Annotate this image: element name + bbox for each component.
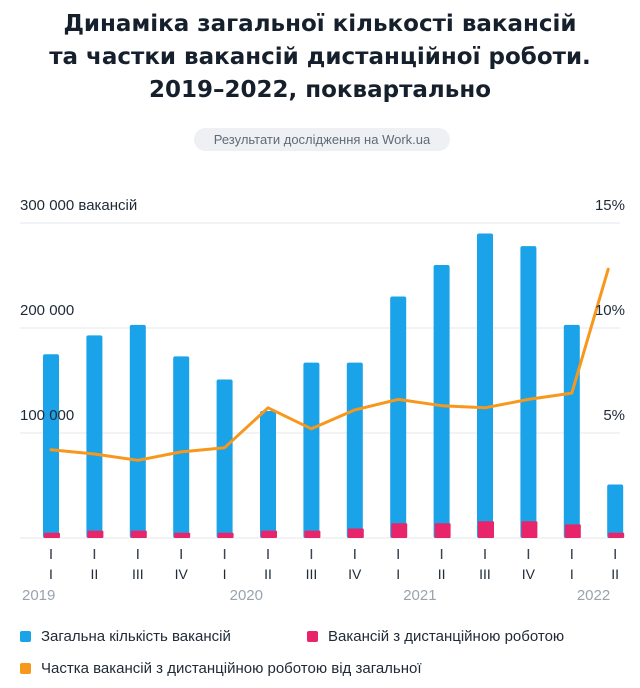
- year-label: 2022: [577, 587, 610, 604]
- bar-remote: [521, 521, 538, 538]
- bar-remote: [174, 532, 191, 538]
- x-tick-label: I: [396, 566, 400, 582]
- bar-total: [433, 265, 450, 538]
- bar-total: [563, 324, 580, 538]
- bar-remote: [130, 530, 147, 538]
- source-badge: Результати дослідження на Work.ua: [194, 128, 450, 151]
- bar-total: [173, 356, 190, 538]
- bar-remote: [87, 530, 104, 538]
- bar-total: [43, 354, 59, 538]
- chart-title: Динаміка загальної кількості вакансій та…: [0, 8, 640, 107]
- right-axis-tick-label: 5%: [603, 407, 625, 424]
- bar-total: [520, 246, 537, 538]
- bar-total: [260, 410, 276, 538]
- bar-remote: [391, 523, 408, 538]
- x-tick-label: I: [570, 566, 574, 582]
- x-tick-label: II: [438, 566, 446, 582]
- x-tick-label: I: [223, 566, 227, 582]
- bar-remote: [44, 532, 60, 538]
- left-axis-tick-label: 300 000 вакансій: [20, 197, 137, 214]
- year-label: 2020: [230, 587, 263, 604]
- bar-remote: [564, 524, 581, 538]
- bar-remote: [434, 523, 451, 538]
- x-tick-label: IV: [522, 566, 536, 582]
- share-line: [49, 267, 610, 462]
- title-line-2: та частки вакансій дистанційної роботи.: [49, 44, 591, 70]
- bar-remote: [608, 532, 625, 538]
- x-tick-label: III: [132, 566, 144, 582]
- bar-total: [216, 379, 233, 538]
- year-label: 2021: [403, 587, 436, 604]
- title-line-3: 2019–2022, поквартально: [148, 77, 492, 103]
- x-tick-label: III: [306, 566, 318, 582]
- left-axis-tick-label: 100 000: [20, 407, 74, 424]
- x-tick-label: II: [611, 566, 619, 582]
- x-tick-label: IV: [175, 566, 189, 582]
- x-tick-label: III: [479, 566, 491, 582]
- bar-total: [86, 335, 103, 538]
- x-tick-label: IV: [348, 566, 362, 582]
- right-axis-tick-label: 10%: [595, 302, 625, 319]
- left-axis-tick-label: 200 000: [20, 302, 74, 319]
- bar-total: [390, 296, 407, 538]
- x-tick-label: II: [91, 566, 99, 582]
- bar-total: [607, 484, 624, 538]
- bar-total: [477, 233, 493, 538]
- year-label: 2019: [22, 587, 55, 604]
- bar-remote: [478, 521, 494, 538]
- bar-remote: [304, 530, 321, 538]
- bar-total: [303, 362, 320, 538]
- bar-total: [346, 362, 363, 538]
- title-line-1: Динаміка загальної кількості вакансій: [63, 11, 577, 37]
- x-tick-label: II: [264, 566, 272, 582]
- right-axis-tick-label: 15%: [595, 197, 625, 214]
- bar-remote: [347, 528, 364, 538]
- bar-remote: [261, 530, 277, 538]
- bar-remote: [217, 532, 234, 538]
- x-tick-label: I: [49, 566, 53, 582]
- bar-total: [129, 324, 146, 538]
